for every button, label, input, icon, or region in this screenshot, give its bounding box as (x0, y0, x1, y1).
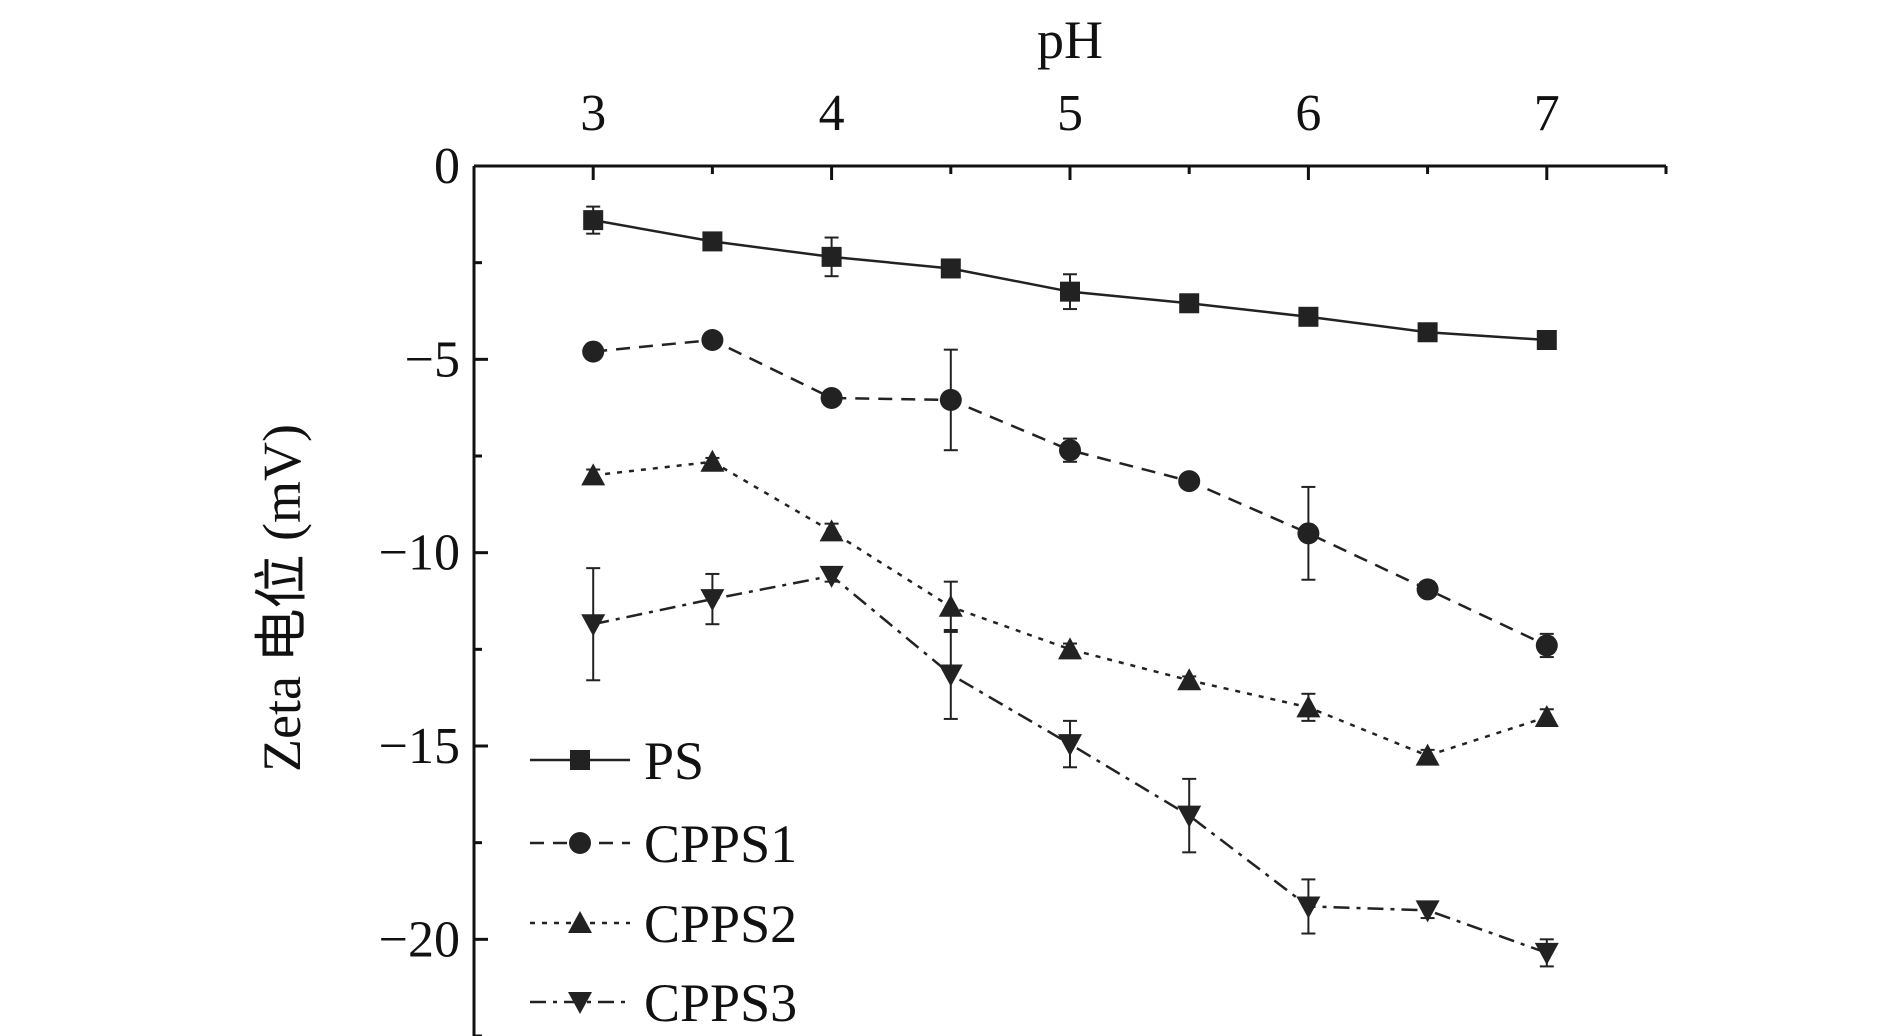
data-point (1060, 281, 1080, 302)
data-point (700, 589, 725, 612)
data-point (1059, 439, 1081, 462)
y-tick-label: −15 (379, 718, 460, 775)
legend-marker (568, 911, 592, 933)
x-tick-label: 3 (580, 85, 606, 142)
x-tick-label: 5 (1057, 85, 1083, 142)
data-point (1058, 734, 1082, 757)
data-point (581, 463, 606, 486)
legend-marker (570, 750, 590, 770)
legend: PS CPPS1 CPPS2 CPPS3 (530, 731, 797, 1033)
data-point (1177, 668, 1202, 691)
data-point (700, 449, 725, 472)
data-point (1177, 805, 1202, 828)
data-point (581, 614, 606, 637)
legend-marker (569, 832, 591, 854)
y-tick-label: −5 (405, 331, 460, 388)
series-ps (583, 205, 1557, 350)
data-point (939, 388, 962, 411)
data-point (938, 594, 963, 617)
y-tick-label: −20 (379, 911, 460, 968)
y-axis-title: Zeta 电位 (mV) (252, 424, 312, 772)
data-point (1535, 634, 1558, 657)
data-point (819, 565, 844, 588)
data-point (940, 258, 961, 279)
data-point (1416, 578, 1439, 601)
y-tick-label: −10 (379, 525, 460, 582)
series-line (593, 460, 1548, 757)
data-point (1417, 322, 1438, 343)
legend-item-cpps2: CPPS2 (530, 894, 797, 954)
data-point (938, 664, 963, 687)
x-axis-title: pH (1037, 10, 1103, 70)
data-point (1534, 705, 1559, 727)
x-tick-label: 7 (1534, 85, 1560, 142)
data-point (1534, 942, 1559, 965)
data-point (1296, 695, 1321, 718)
data-point (1298, 306, 1319, 327)
y-tick-label: 0 (434, 138, 460, 195)
ticks: 3 4 5 6 7 0 −5 −10 −15 −20 (379, 85, 1668, 1036)
series-line (593, 338, 1548, 647)
data-point (820, 387, 843, 409)
legend-label: CPPS2 (644, 894, 797, 954)
series-cpps1 (582, 329, 1558, 659)
data-point (701, 329, 724, 351)
data-point (821, 246, 842, 267)
data-point (1058, 637, 1082, 660)
data-point (819, 519, 844, 542)
legend-item-cpps3: CPPS3 (530, 973, 797, 1033)
data-point (1415, 900, 1440, 923)
x-tick-label: 4 (819, 85, 845, 142)
legend-label: CPPS3 (644, 973, 797, 1033)
legend-item-cpps1: CPPS1 (530, 814, 797, 874)
series-cpps2 (581, 449, 1559, 766)
series-cpps3 (581, 565, 1559, 968)
data-point (1297, 522, 1320, 545)
legend-item-ps: PS (530, 731, 704, 791)
data-point (1415, 743, 1440, 766)
data-point (1296, 896, 1321, 919)
legend-label: CPPS1 (644, 814, 797, 874)
data-point (1179, 293, 1200, 314)
legend-marker (568, 992, 592, 1014)
data-point (582, 340, 605, 363)
data-point (583, 210, 604, 231)
series-layer (581, 205, 1559, 968)
legend-label: PS (644, 731, 704, 791)
x-tick-label: 6 (1295, 85, 1321, 142)
data-point (1536, 330, 1557, 350)
data-point (1178, 470, 1201, 493)
data-point (702, 231, 723, 252)
